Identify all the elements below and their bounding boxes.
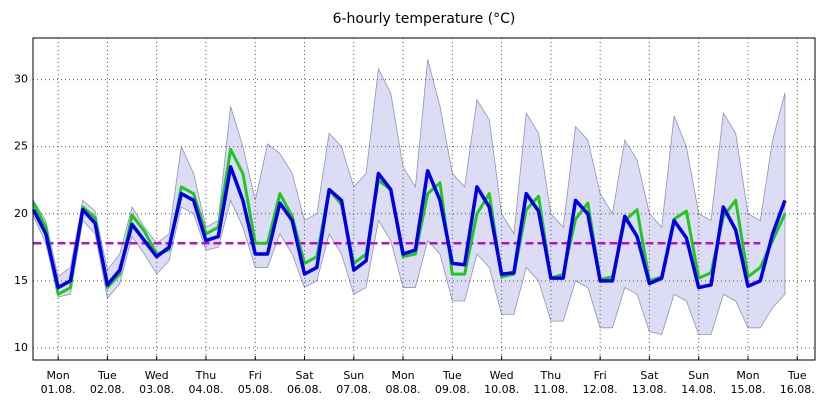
x-tick-day: Tue	[787, 369, 807, 382]
x-tick-date: 03.08.	[139, 383, 174, 396]
y-tick-label: 10	[14, 341, 28, 354]
x-tick-date: 07.08.	[336, 383, 371, 396]
x-tick-day: Sat	[640, 369, 659, 382]
x-tick-date: 06.08.	[287, 383, 322, 396]
x-tick-date: 12.08.	[583, 383, 618, 396]
x-tick-day: Sun	[688, 369, 709, 382]
x-tick-date: 01.08.	[41, 383, 76, 396]
x-tick-day: Wed	[145, 369, 169, 382]
x-tick-day: Tue	[97, 369, 117, 382]
x-tick-day: Sun	[343, 369, 364, 382]
series-line	[31, 165, 787, 290]
x-tick-day: Sat	[295, 369, 314, 382]
x-tick-day: Mon	[736, 369, 759, 382]
x-tick-date: 11.08.	[533, 383, 568, 396]
x-tick-date: 02.08.	[90, 383, 125, 396]
x-tick-day: Mon	[391, 369, 414, 382]
x-tick-date: 08.08.	[386, 383, 421, 396]
x-tick-day: Fri	[594, 369, 607, 382]
x-tick-day: Fri	[249, 369, 262, 382]
x-tick-date: 09.08.	[435, 383, 470, 396]
y-tick-label: 30	[14, 73, 28, 86]
x-tick-day: Mon	[47, 369, 70, 382]
x-tick-day: Thu	[195, 369, 217, 382]
y-tick-label: 20	[14, 207, 28, 220]
x-tick-day: Tue	[442, 369, 462, 382]
x-tick-date: 10.08.	[484, 383, 519, 396]
x-tick-day: Wed	[490, 369, 514, 382]
x-tick-date: 14.08.	[681, 383, 716, 396]
x-tick-date: 05.08.	[238, 383, 273, 396]
x-tick-date: 15.08.	[730, 383, 765, 396]
x-tick-date: 16.08.	[780, 383, 815, 396]
chart-title: 6-hourly temperature (°C)	[333, 11, 516, 27]
x-tick-date: 13.08.	[632, 383, 667, 396]
y-tick-label: 25	[14, 140, 28, 153]
y-tick-label: 15	[14, 274, 28, 287]
x-tick-date: 04.08.	[188, 383, 223, 396]
plot-frame	[32, 37, 816, 361]
x-tick-day: Thu	[540, 369, 562, 382]
